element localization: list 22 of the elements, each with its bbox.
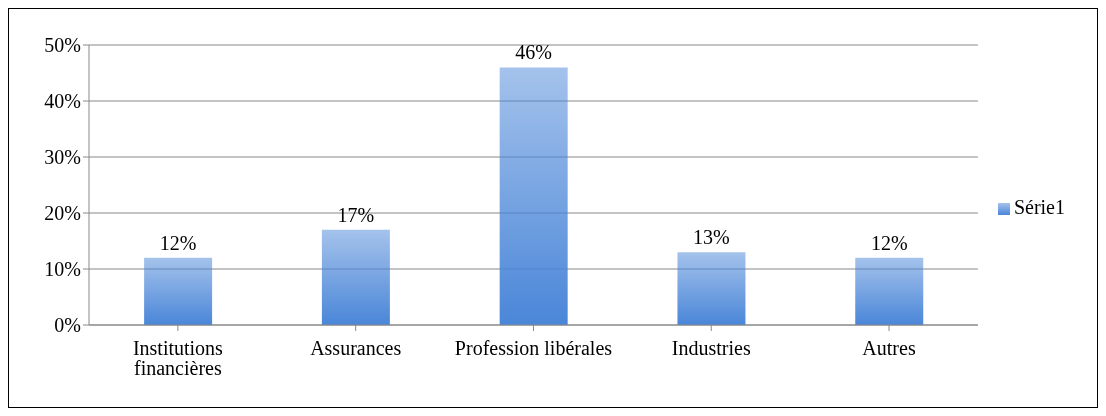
bar (144, 257, 213, 325)
bar (855, 257, 924, 325)
x-tick-label: Institutions financières (132, 337, 224, 380)
y-tick-label: 30% (44, 146, 81, 169)
text: 12% (159, 231, 197, 254)
legend-label: Série1 (1013, 195, 1065, 218)
bar (677, 252, 746, 325)
y-tick-label: 40% (44, 90, 81, 113)
bar (499, 67, 568, 325)
text: 46% (515, 41, 553, 64)
y-tick-label: 50% (44, 34, 81, 57)
x-tick-label: Industries (671, 337, 751, 360)
x-tick-label: Profession libérales (454, 337, 613, 360)
x-tick-label: Assurances (310, 337, 402, 360)
text: 13% (693, 226, 730, 249)
y-tick-label: 10% (44, 258, 81, 281)
y-tick-label: 20% (44, 202, 81, 225)
text: 17% (337, 203, 375, 226)
y-tick-label: 0% (54, 314, 81, 337)
x-tick-label: Autres (862, 337, 916, 360)
bar (321, 229, 390, 325)
text: 12% (870, 231, 908, 254)
